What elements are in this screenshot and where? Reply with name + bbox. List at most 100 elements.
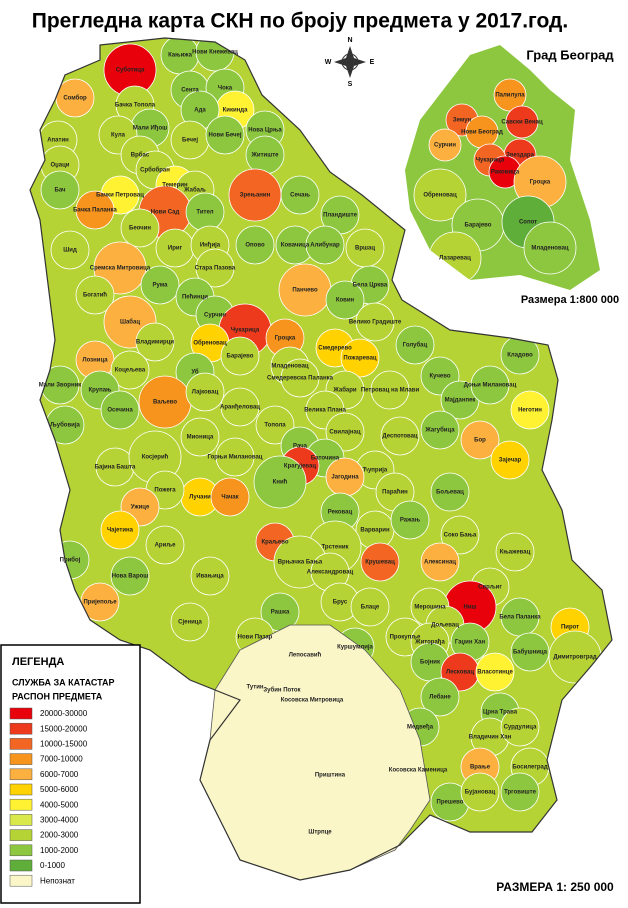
municipality-area — [420, 542, 460, 582]
municipality-label: Медвеђа — [407, 724, 434, 731]
municipality-area — [185, 372, 225, 412]
legend-label: Непознат — [40, 876, 75, 885]
municipality-area — [140, 265, 180, 305]
municipality-label: Љубовија — [50, 422, 80, 429]
municipality-label: Сента — [181, 88, 199, 94]
municipality-label: Смедерево — [318, 346, 352, 352]
municipality-area — [475, 652, 515, 692]
municipality-label: Бајина Башта — [95, 465, 136, 471]
municipality-label: Зрењанин — [240, 193, 271, 199]
municipality-area — [460, 772, 500, 812]
municipality-area — [210, 477, 250, 517]
municipality-area — [235, 225, 275, 265]
municipality-label: Житиште — [250, 153, 279, 159]
municipality-label: Шид — [63, 248, 77, 254]
municipality-label: Ваљево — [153, 400, 177, 406]
municipality-label: Бабушница — [513, 649, 548, 656]
municipality-label: Дољевац — [431, 623, 459, 629]
municipality-area — [180, 417, 220, 457]
municipality-area — [355, 302, 395, 342]
municipality-label: Сечањ — [290, 193, 310, 199]
municipality-label: Беочин — [129, 226, 151, 232]
municipality-label: Шабац — [120, 319, 140, 326]
compass-s: S — [348, 81, 353, 88]
inset-municipality-label: Земун — [453, 118, 472, 124]
municipality-label: Ковин — [336, 298, 355, 304]
municipality-label: Владимирци — [136, 340, 174, 346]
municipality-label: Кикинда — [223, 108, 248, 114]
municipality-label: Сомбор — [63, 95, 87, 102]
legend-label: 7000-10000 — [40, 755, 83, 764]
municipality-label: Деспотовац — [382, 434, 418, 440]
municipality-area — [100, 390, 140, 430]
municipality-label: Јагодина — [331, 475, 359, 481]
municipality-label: Бела Црква — [353, 283, 388, 289]
municipality-label: Рашка — [271, 610, 290, 616]
legend-swatch — [9, 874, 33, 887]
municipality-area — [215, 437, 255, 477]
municipality-label: Штрпце — [308, 830, 332, 836]
municipality-label: Чока — [218, 86, 233, 92]
municipality-area — [220, 336, 260, 376]
municipality-area — [205, 115, 245, 155]
municipality-label: Прибој — [60, 557, 81, 564]
municipality-area — [370, 370, 410, 410]
municipality-label: Вршац — [355, 246, 375, 252]
municipality-area — [220, 387, 260, 427]
municipality-label: Горњи Милановац — [208, 455, 263, 461]
legend-title: ЛЕГЕНДА — [12, 656, 64, 668]
municipality-area — [380, 416, 420, 456]
inset-municipality-area — [413, 168, 467, 222]
municipality-label: Косјерић — [142, 454, 169, 461]
municipality-label: Нова Варош — [112, 574, 149, 580]
municipality-label: Нови Пазар — [238, 635, 273, 641]
municipality-label: Трговиште — [504, 790, 537, 796]
compass-ring — [341, 53, 359, 71]
municipality-area — [460, 420, 500, 460]
municipality-label: Велико Градиште — [349, 320, 402, 326]
municipality-label: Суботица — [116, 67, 145, 74]
municipality-label: Петровац на Млави — [361, 388, 420, 394]
inset-municipality-area — [505, 105, 539, 139]
legend-subtitle: СЛУЖБА ЗА КАТАСТАР — [12, 677, 115, 687]
municipality-label: Опово — [245, 243, 265, 249]
municipality-label: Рековац — [328, 510, 353, 516]
inset-municipality-label: Барајево — [465, 223, 492, 229]
legend-swatch — [9, 707, 33, 720]
municipality-area — [350, 587, 390, 627]
municipality-label: Темерин — [162, 183, 188, 189]
municipality-area — [280, 358, 320, 398]
compass-e: E — [370, 59, 375, 66]
inset-municipality-area — [428, 128, 462, 162]
municipality-label: Лебане — [429, 694, 451, 701]
municipality-label: Кула — [111, 133, 126, 139]
inset-municipality-label: Младеновац — [531, 246, 569, 252]
municipality-label: Сурдулица — [504, 725, 538, 731]
municipality-label: Власотинце — [477, 670, 513, 676]
municipality-label: Богатић — [83, 292, 107, 299]
municipality-label: Чачак — [221, 495, 238, 501]
municipality-label: Ниш — [463, 605, 476, 611]
municipality-label: Босилеград — [512, 765, 547, 771]
legend-label: 3000-4000 — [40, 816, 79, 825]
municipality-label: Уб — [191, 369, 199, 376]
municipality-area — [110, 350, 150, 390]
municipality-label: Бачка Паланка — [73, 208, 117, 214]
municipality-label: Бечеј — [182, 138, 198, 144]
municipality-label: Велика Плана — [304, 408, 346, 414]
municipality-label: Црна Трава — [483, 710, 518, 716]
municipality-area — [50, 230, 90, 270]
legend-swatch — [9, 844, 33, 857]
municipality-label: Блаце — [361, 605, 380, 611]
inset-municipality-label: Чукарица — [476, 158, 505, 164]
municipality-label: Параћин — [382, 489, 408, 496]
municipality-label: Крупањ — [89, 388, 113, 394]
municipality-label: Мали Зворник — [39, 383, 82, 389]
municipality-label: Гаџин Хан — [455, 640, 486, 646]
municipality-area — [145, 525, 185, 565]
municipality-label: Коцељева — [115, 368, 146, 374]
municipality-label: Алексинац — [424, 560, 456, 566]
municipality-label: Кањижа — [168, 53, 193, 59]
municipality-area — [325, 280, 365, 320]
municipality-label: Мионица — [187, 435, 214, 441]
